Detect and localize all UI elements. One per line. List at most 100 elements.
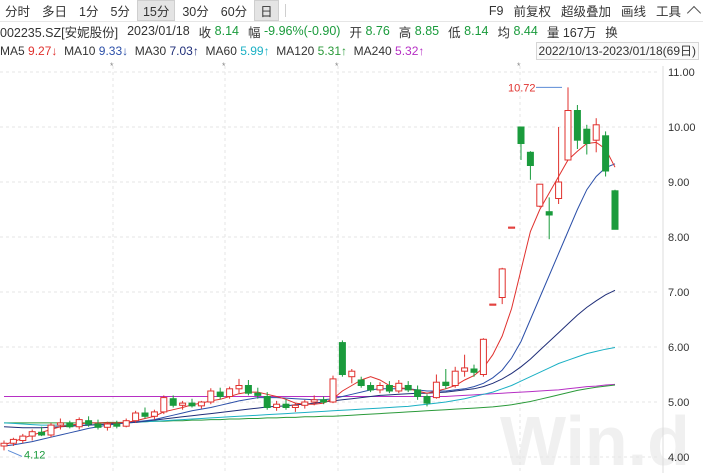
candle-body[interactable] <box>66 422 74 428</box>
candle-body[interactable] <box>141 412 149 417</box>
candle-body[interactable] <box>602 135 610 172</box>
candle-body[interactable] <box>38 431 46 436</box>
candle-body[interactable] <box>122 420 130 427</box>
candle-body[interactable] <box>244 385 252 394</box>
candle-body[interactable] <box>479 338 487 375</box>
candle-body[interactable] <box>451 370 459 387</box>
date-range-selector[interactable]: 2022/10/13-2023/01/18(69日) <box>535 42 699 60</box>
super-overlay-button[interactable]: 超级叠加 <box>560 5 611 19</box>
quote-summary: 002235.SZ[安妮股份] 2023/01/18 收 8.14 幅 -9.9… <box>0 22 703 40</box>
candle-body[interactable] <box>611 190 619 230</box>
tab-60min[interactable]: 60分 <box>220 5 248 19</box>
candle-body[interactable] <box>564 110 572 161</box>
candle-body[interactable] <box>263 396 271 408</box>
candle-body[interactable] <box>273 403 281 409</box>
tools-button[interactable]: 工具 <box>655 5 681 19</box>
marker-star: * <box>222 61 226 71</box>
candle-body[interactable] <box>329 378 337 403</box>
candle-body[interactable] <box>197 401 205 407</box>
candle-body[interactable] <box>113 423 121 427</box>
candle-body[interactable] <box>103 423 111 428</box>
open-label: 开 <box>349 25 362 40</box>
candle-body[interactable] <box>47 424 55 436</box>
volume-value: 167万 <box>562 25 597 40</box>
tab-multi-day[interactable]: 多日 <box>42 5 68 19</box>
candle-body[interactable] <box>235 385 243 390</box>
ma-line-ma240 <box>4 383 616 397</box>
candle-body[interactable] <box>498 268 506 298</box>
candle-body[interactable] <box>320 399 328 403</box>
candle-body[interactable] <box>414 389 422 397</box>
candle-body[interactable] <box>0 442 8 447</box>
candle-body[interactable] <box>395 382 403 392</box>
candle-body[interactable] <box>536 183 544 207</box>
candle-body[interactable] <box>282 403 290 409</box>
tab-1min[interactable]: 1分 <box>79 5 99 19</box>
tab-intraday[interactable]: 分时 <box>5 5 31 19</box>
candle-body[interactable] <box>160 397 168 413</box>
candle-body[interactable] <box>376 385 384 391</box>
candle-body[interactable] <box>517 126 525 144</box>
candle-body[interactable] <box>385 385 393 392</box>
y-tick-label: 4.00 <box>668 452 689 464</box>
ma10-value: 9.33↓ <box>98 43 129 58</box>
y-tick-label: 7.00 <box>668 287 689 299</box>
candle-body[interactable] <box>254 392 262 396</box>
candle-body[interactable] <box>573 110 581 141</box>
candle-body[interactable] <box>226 388 234 397</box>
candle-body[interactable] <box>291 404 299 408</box>
candle-body[interactable] <box>216 391 224 398</box>
candle-body[interactable] <box>545 211 553 216</box>
candle-body[interactable] <box>442 381 450 387</box>
ma30-label: MA30 <box>134 43 167 58</box>
candle-body[interactable] <box>56 422 64 426</box>
candle-body[interactable] <box>301 401 309 406</box>
candle-body[interactable] <box>207 390 215 403</box>
candle-body[interactable] <box>19 435 27 442</box>
candle-body[interactable] <box>310 399 318 403</box>
candle-body[interactable] <box>404 385 412 391</box>
candle-body[interactable] <box>132 412 140 422</box>
candle-body[interactable] <box>357 379 365 386</box>
tab-30min[interactable]: 30分 <box>182 5 209 19</box>
timeframe-toolbar: 分时 多日 1分 5分 15分 30分 60分 日 F9 前复权 超级叠加 画线… <box>0 0 703 22</box>
candle-body[interactable] <box>9 438 17 444</box>
tab-5min[interactable]: 5分 <box>110 5 130 19</box>
low-value: 8.14 <box>464 24 489 38</box>
f9-button[interactable]: F9 <box>488 3 504 18</box>
draw-line-button[interactable]: 画线 <box>620 5 646 19</box>
ma10-label: MA10 <box>64 43 96 58</box>
tab-daily[interactable]: 日 <box>254 0 279 21</box>
candle-body[interactable] <box>432 381 440 399</box>
candle-body[interactable] <box>348 370 356 378</box>
candle-body[interactable] <box>367 385 375 391</box>
candle-body[interactable] <box>423 396 431 404</box>
candle-body[interactable] <box>461 367 469 372</box>
candle-body[interactable] <box>338 342 346 376</box>
candle-body[interactable] <box>470 368 478 373</box>
watermark-text: Win.d <box>500 402 690 473</box>
candle-body[interactable] <box>28 431 36 437</box>
candle-body[interactable] <box>150 411 158 417</box>
avg-label: 均 <box>497 25 510 40</box>
marker-star: * <box>517 61 521 71</box>
candle-body[interactable] <box>526 151 534 167</box>
candle-body[interactable] <box>508 226 516 229</box>
ma5-label: MA5 <box>0 43 25 58</box>
candle-body[interactable] <box>179 402 187 406</box>
candle-body[interactable] <box>592 124 600 141</box>
candle-body[interactable] <box>75 419 83 428</box>
candle-body[interactable] <box>188 402 196 407</box>
candle-body[interactable] <box>555 181 563 199</box>
ma-line-ma5 <box>3 141 616 446</box>
candle-body[interactable] <box>169 398 177 406</box>
candle-body[interactable] <box>85 420 93 425</box>
y-tick-label: 6.00 <box>668 342 689 354</box>
y-tick-label: 9.00 <box>668 177 689 189</box>
candle-body[interactable] <box>94 423 102 428</box>
tab-15min[interactable]: 15分 <box>136 0 176 21</box>
candle-body[interactable] <box>583 128 591 144</box>
candle-body[interactable] <box>489 303 497 306</box>
forward-adjust-button[interactable]: 前复权 <box>513 5 551 19</box>
